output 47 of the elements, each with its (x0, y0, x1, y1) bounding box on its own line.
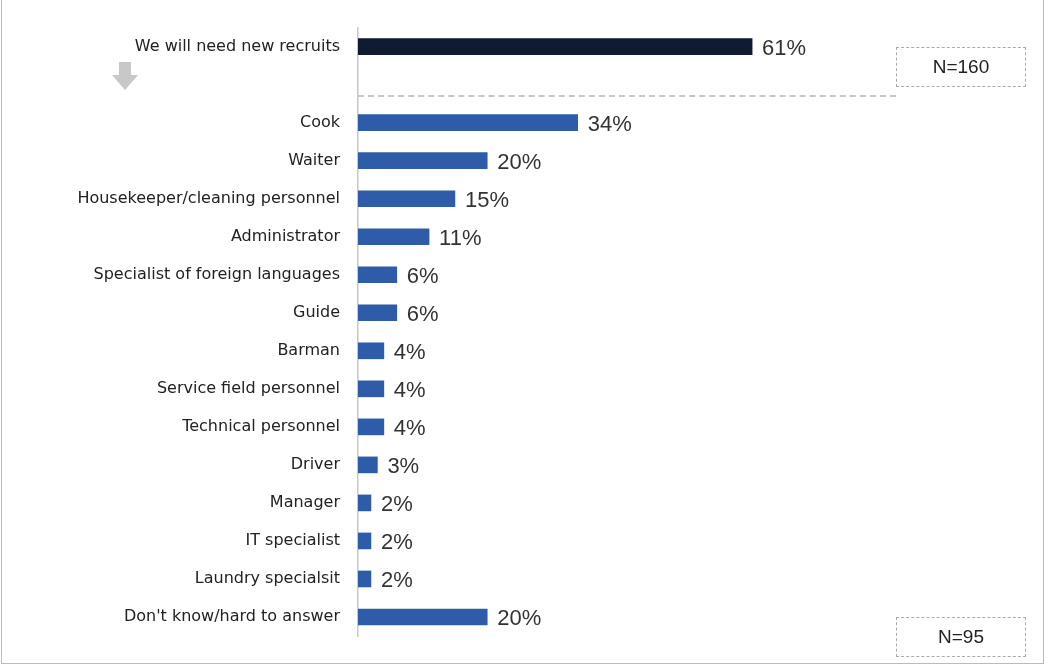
y-tick-label: Cook (299, 111, 341, 131)
bar (358, 380, 385, 398)
bar (358, 418, 385, 436)
y-tick-label: Driver (290, 454, 341, 474)
bar (358, 342, 385, 360)
y-tick-label: Laundry specialsit (194, 568, 340, 588)
y-tick-label: Technical personnel (181, 416, 340, 436)
bar (358, 456, 378, 474)
y-tick-label: Housekeeper/cleaning personnel (77, 187, 340, 207)
bar (358, 608, 488, 626)
data-label: 20% (497, 148, 542, 174)
data-label: 61% (762, 34, 807, 60)
y-tick-label: Don't know/hard to answer (123, 606, 341, 626)
text: N=95 (896, 617, 1026, 657)
bar (358, 114, 578, 131)
y-tick-label: Service field personnel (156, 377, 340, 397)
y-tick-label: Waiter (288, 149, 341, 169)
y-tick-label: Manager (269, 492, 341, 512)
bar (358, 494, 372, 512)
data-label: 15% (464, 186, 509, 212)
y-tick-label: Administrator (230, 225, 341, 245)
bar (358, 190, 456, 208)
data-label: 2% (380, 529, 413, 554)
data-label: 2% (380, 490, 413, 516)
y-tick-label: We will need new recruits (134, 35, 340, 55)
data-label: 6% (406, 262, 439, 288)
y-tick-label: Barman (277, 339, 340, 359)
data-label: 6% (406, 300, 439, 326)
y-tick-label: IT specialist (245, 530, 340, 550)
data-label: 4% (393, 376, 426, 402)
bar (358, 38, 753, 55)
bar (358, 228, 430, 246)
data-label: 2% (380, 567, 413, 593)
bar (358, 304, 398, 322)
data-label: 4% (393, 338, 426, 364)
text: N=160 (896, 47, 1026, 87)
data-label: 3% (387, 452, 420, 478)
bar (358, 532, 372, 550)
data-label: 4% (393, 414, 426, 440)
data-label: 20% (497, 605, 542, 631)
data-label: 34% (587, 110, 632, 136)
data-label: 11% (439, 224, 482, 250)
y-tick-label: Specialist of foreign languages (93, 263, 340, 283)
y-tick-label: Guide (293, 301, 340, 321)
bar (358, 570, 372, 588)
bar (358, 152, 488, 170)
bar (358, 266, 398, 284)
